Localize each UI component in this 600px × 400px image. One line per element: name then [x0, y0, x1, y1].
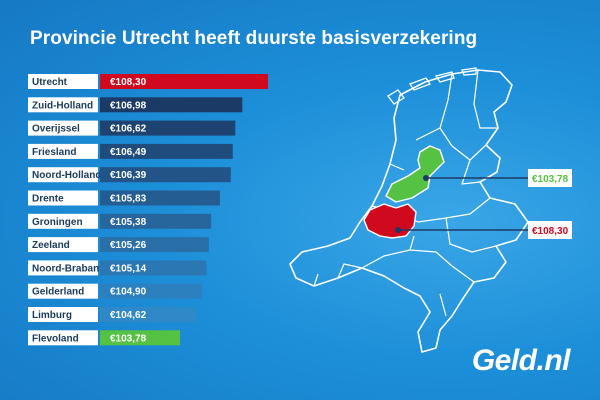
bar: [100, 213, 212, 229]
category-label: Noord-Holland: [32, 170, 101, 181]
category-label-box: [28, 97, 98, 113]
category-label-box: [28, 237, 98, 253]
category-label-box: [28, 120, 98, 136]
category-label: Groningen: [32, 217, 83, 228]
data-label: €105,38: [110, 217, 147, 228]
category-label: Limburg: [32, 310, 72, 321]
bar: [100, 283, 202, 299]
wadden-islands: [387, 67, 477, 105]
data-label: €106,39: [110, 170, 147, 181]
category-label-box: [28, 330, 98, 346]
callout-box: [528, 169, 572, 187]
data-label: €106,62: [110, 124, 147, 135]
bar: [100, 260, 207, 276]
category-label: Friesland: [32, 147, 76, 158]
bar-chart: Utrecht €108,30 Zuid-Holland €106,98 Overijs…: [28, 74, 268, 346]
callout-value: €108,30: [532, 226, 569, 237]
category-label-box: [28, 167, 98, 183]
data-label: €104,90: [110, 287, 147, 298]
bar: [100, 190, 220, 206]
category-label-box: [28, 213, 98, 229]
category-label-box: [28, 307, 98, 322]
bar: [100, 97, 243, 113]
callout-value: €103,78: [532, 174, 569, 185]
bar: [100, 143, 233, 159]
page-title: Provincie Utrecht heeft duurste basisver…: [30, 28, 478, 49]
data-label: €105,14: [110, 263, 147, 274]
geld-nl-logo: Geld.nl: [471, 344, 571, 377]
category-label-box: [28, 190, 98, 206]
data-label: €108,30: [110, 77, 147, 88]
category-label: Zuid-Holland: [32, 100, 93, 111]
data-label: €106,49: [110, 147, 147, 158]
category-label: Gelderland: [32, 287, 84, 298]
utrecht-marker: [395, 227, 401, 233]
category-label: Zeeland: [32, 240, 70, 251]
category-label: Noord-Brabant: [32, 263, 103, 274]
utrecht-region: [363, 203, 417, 239]
bar: [100, 120, 236, 136]
data-label: €105,83: [110, 194, 147, 205]
bar: [100, 74, 268, 89]
category-label-box: [28, 260, 98, 276]
flevoland-marker: [423, 175, 429, 181]
netherlands-map: [289, 67, 529, 353]
category-label-box: [28, 143, 98, 159]
category-label-box: [28, 283, 98, 299]
bar: [100, 330, 180, 346]
category-label: Flevoland: [32, 333, 79, 344]
category-label: Drente: [32, 194, 64, 205]
map-callouts: €103,78 €108,30: [528, 169, 572, 239]
category-label: Overijssel: [32, 124, 80, 135]
data-label: €103,78: [110, 333, 147, 344]
category-label-box: [28, 74, 98, 89]
data-label: €106,98: [110, 100, 147, 111]
bar: [100, 167, 231, 183]
data-label: €105,26: [110, 240, 147, 251]
flevoland-region: [385, 145, 445, 203]
netherlands-outline: [289, 69, 529, 353]
data-label: €104,62: [110, 310, 147, 321]
category-label: Utrecht: [32, 77, 68, 88]
bar: [100, 237, 209, 253]
callout-box: [528, 221, 572, 239]
bar: [100, 307, 197, 322]
